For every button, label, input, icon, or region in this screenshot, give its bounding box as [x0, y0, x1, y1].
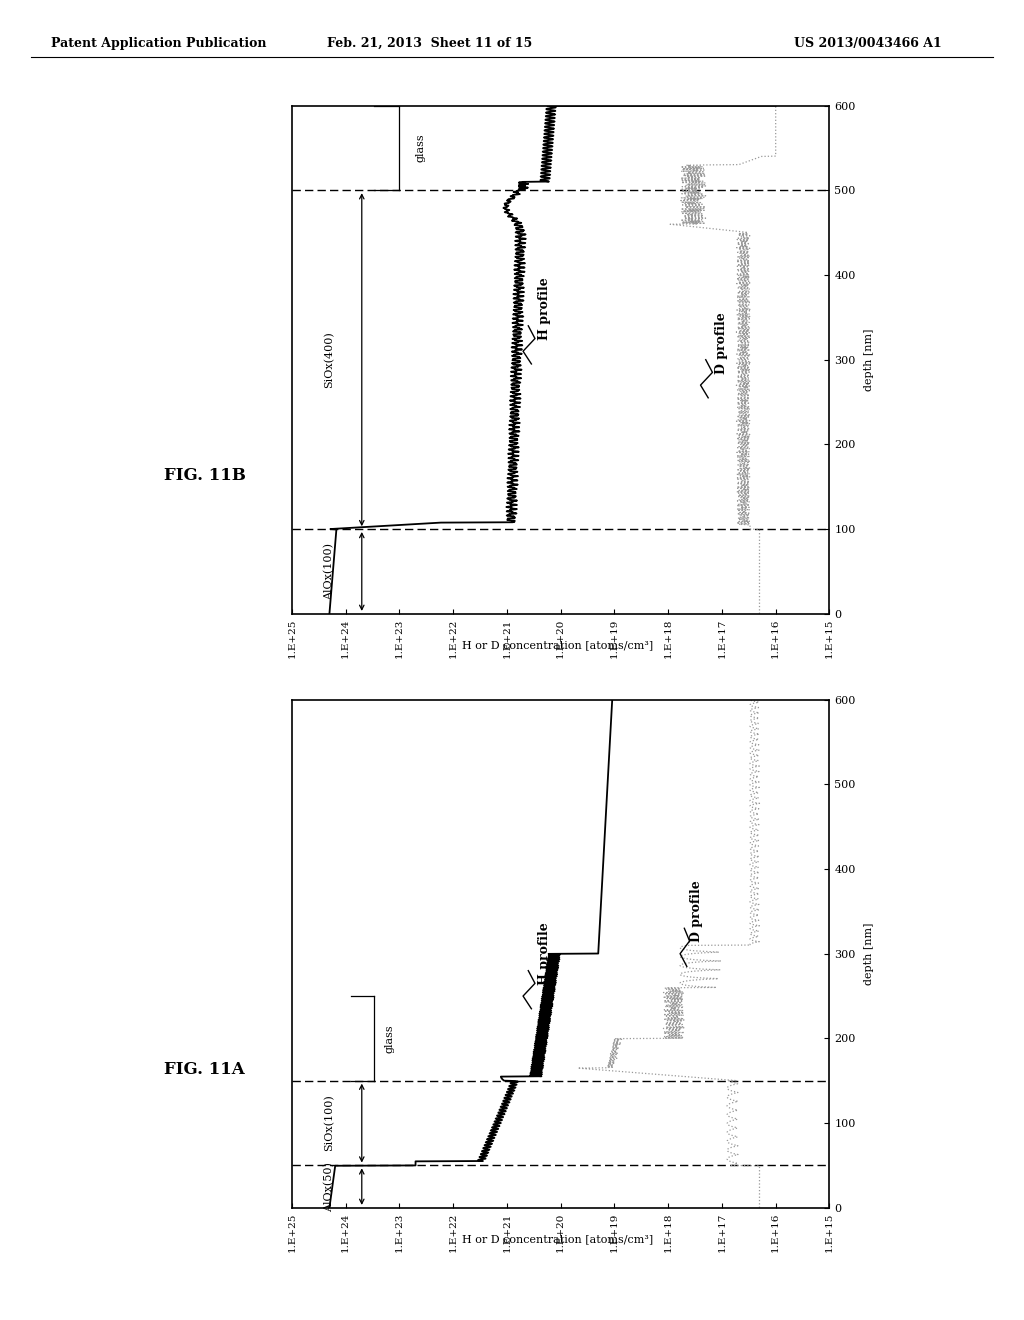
Text: SiOx(400): SiOx(400): [325, 331, 335, 388]
Text: D profile: D profile: [716, 312, 728, 374]
Y-axis label: depth [nm]: depth [nm]: [864, 923, 874, 985]
Text: Feb. 21, 2013  Sheet 11 of 15: Feb. 21, 2013 Sheet 11 of 15: [328, 37, 532, 50]
Text: glass: glass: [385, 1024, 395, 1053]
Text: Patent Application Publication: Patent Application Publication: [51, 37, 266, 50]
Text: FIG. 11A: FIG. 11A: [164, 1061, 245, 1077]
Text: SiOx(100): SiOx(100): [325, 1094, 335, 1151]
Y-axis label: depth [nm]: depth [nm]: [864, 329, 874, 391]
Text: FIG. 11B: FIG. 11B: [164, 467, 246, 483]
Text: AlOx(100): AlOx(100): [325, 543, 335, 601]
Text: H or D concentration [atoms/cm³]: H or D concentration [atoms/cm³]: [463, 640, 653, 651]
Text: H profile: H profile: [538, 923, 551, 985]
Text: US 2013/0043466 A1: US 2013/0043466 A1: [795, 37, 942, 50]
Text: AlOx(50): AlOx(50): [325, 1162, 335, 1212]
Text: H profile: H profile: [538, 277, 551, 341]
Text: D profile: D profile: [690, 880, 702, 942]
Text: glass: glass: [416, 133, 426, 162]
Text: H or D concentration [atoms/cm³]: H or D concentration [atoms/cm³]: [463, 1234, 653, 1245]
